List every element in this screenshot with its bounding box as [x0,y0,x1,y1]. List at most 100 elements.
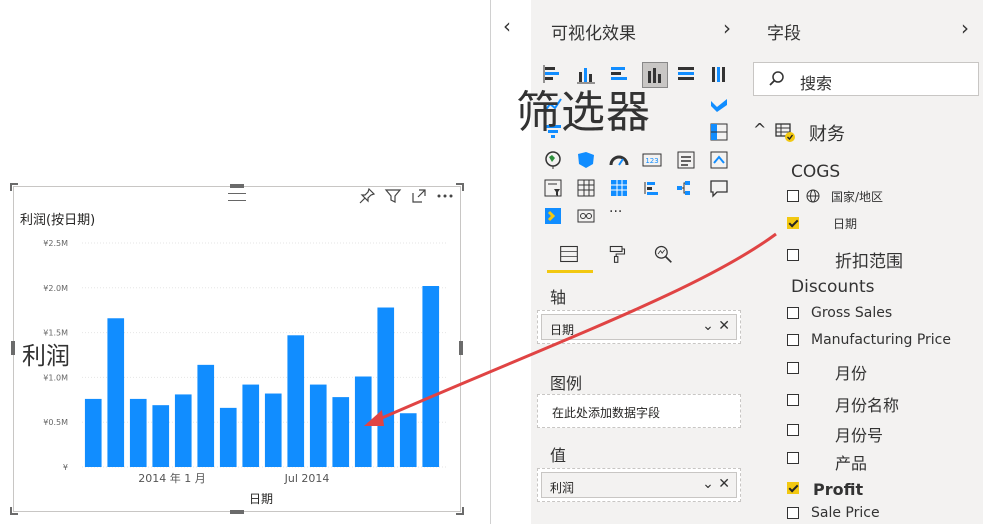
clustered-column-chart-icon-selected[interactable] [642,62,668,88]
bar[interactable] [332,397,350,467]
100-stacked-bar-icon[interactable] [676,64,696,84]
axis-pill-controls[interactable]: ⌄ ✕ [702,318,730,334]
fields-tab-icon[interactable] [559,244,583,268]
field-item[interactable]: 日期 [747,213,983,237]
custom-visual-icon[interactable] [576,206,596,226]
bar[interactable] [197,364,215,467]
funnel-chart-icon[interactable] [543,122,563,142]
key-influencers-icon[interactable] [642,178,662,198]
checkbox[interactable] [787,307,799,319]
field-item-label: 产品 [835,454,868,473]
bar[interactable] [84,398,102,467]
field-item[interactable]: 月份名称 [747,390,983,415]
decomposition-tree-icon[interactable] [676,178,696,198]
checkbox[interactable] [787,334,799,346]
field-item[interactable]: 月份 [747,358,983,383]
collapse-chevron-icon[interactable]: ‹ [503,14,511,38]
resize-handle-bottom[interactable] [230,510,244,514]
field-item-label: Discounts [791,277,875,297]
checkbox-checked[interactable] [787,482,799,494]
resize-handle-bottom-right[interactable] [456,507,464,515]
bar[interactable] [309,384,327,467]
100-stacked-column-icon[interactable] [709,64,729,84]
fields-chevron-icon[interactable]: › [961,16,969,40]
bar[interactable] [129,398,147,467]
values-field-name: 利润 [550,481,575,495]
pin-icon[interactable] [358,187,376,209]
table-icon[interactable] [576,178,596,198]
card-icon[interactable]: 123 [642,150,662,170]
visualizations-chevron-icon[interactable]: › [723,16,731,40]
bar[interactable] [174,394,192,467]
values-well[interactable]: 利润 ⌄ ✕ [537,468,741,502]
fields-search-box[interactable]: 搜索 [753,62,979,96]
bar[interactable] [377,307,395,467]
ribbon-chart-icon[interactable] [709,95,729,115]
table-node-finance[interactable]: ^ 财务 [747,118,983,148]
checkbox[interactable] [787,362,799,374]
focus-mode-icon[interactable] [410,187,428,209]
format-tab-icon[interactable] [607,244,631,268]
checkbox[interactable] [787,394,799,406]
multi-row-card-icon[interactable] [676,150,696,170]
gauge-icon[interactable] [609,150,629,170]
resize-handle-top[interactable] [230,184,244,188]
clustered-bar-chart-icon[interactable] [609,64,629,84]
resize-handle-top-left[interactable] [10,183,18,191]
more-visuals-icon[interactable]: ··· [609,204,623,220]
matrix-icon[interactable] [709,122,729,142]
field-item[interactable]: Gross Sales [747,303,983,327]
field-item[interactable]: 折扣范围 [747,245,983,272]
bar[interactable] [422,286,440,467]
drag-grip[interactable] [228,193,246,201]
slicer-icon[interactable] [543,178,563,198]
bar[interactable] [264,393,282,467]
checkbox[interactable] [787,452,799,464]
analytics-tab-icon[interactable] [653,244,677,268]
field-item[interactable]: Discounts [747,275,983,299]
resize-handle-left[interactable] [11,341,15,355]
python-visual-icon[interactable] [543,206,563,226]
field-item[interactable]: COGS [747,160,983,184]
resize-handle-bottom-left[interactable] [10,507,18,515]
bar[interactable] [242,384,260,467]
qa-icon[interactable] [709,178,729,198]
kpi-icon[interactable] [709,150,729,170]
checkbox[interactable] [787,507,799,519]
field-item-label: 月份名称 [835,396,900,415]
field-item[interactable]: 国家/地区 [747,186,983,210]
field-item[interactable]: 月份号 [747,420,983,445]
resize-handle-right[interactable] [459,341,463,355]
globe-map-icon[interactable] [543,150,563,170]
bar-chart-visual[interactable]: 利润(按日期) ¥ ¥0.5M ¥1.0M ¥1.5M ¥2.0M ¥2.5M 2014 … [10,183,464,515]
bar[interactable] [152,405,170,467]
checkbox[interactable] [787,249,799,261]
stacked-bar-chart-icon[interactable] [543,64,563,84]
field-item-label: Manufacturing Price [811,332,951,348]
line-chart-icon[interactable] [543,95,563,115]
field-item[interactable]: Manufacturing Price [747,330,983,354]
globe-icon [805,188,821,208]
resize-handle-top-right[interactable] [456,183,464,191]
collapse-caret-icon[interactable]: ^ [753,120,767,139]
field-item[interactable]: Profit [747,478,983,502]
bar[interactable] [354,376,372,467]
bar[interactable] [287,335,305,467]
field-item[interactable]: 产品 [747,448,983,473]
filled-map-icon[interactable] [576,150,596,170]
checkbox[interactable] [787,424,799,436]
matrix-table-icon[interactable] [609,178,629,198]
values-pill-controls[interactable]: ⌄ ✕ [702,476,730,492]
legend-well[interactable]: 在此处添加数据字段 [537,394,741,428]
bar[interactable] [107,318,125,467]
filter-icon[interactable] [384,187,402,209]
checkbox[interactable] [787,190,799,202]
bar[interactable] [399,413,417,467]
values-field-pill[interactable]: 利润 ⌄ ✕ [541,472,737,498]
svg-text:123: 123 [645,157,658,165]
bar[interactable] [219,407,237,467]
more-options-icon[interactable] [436,187,454,209]
stacked-column-chart-icon[interactable] [576,64,596,84]
checkbox-checked[interactable] [787,217,799,229]
field-item[interactable]: Sale Price [747,503,983,527]
